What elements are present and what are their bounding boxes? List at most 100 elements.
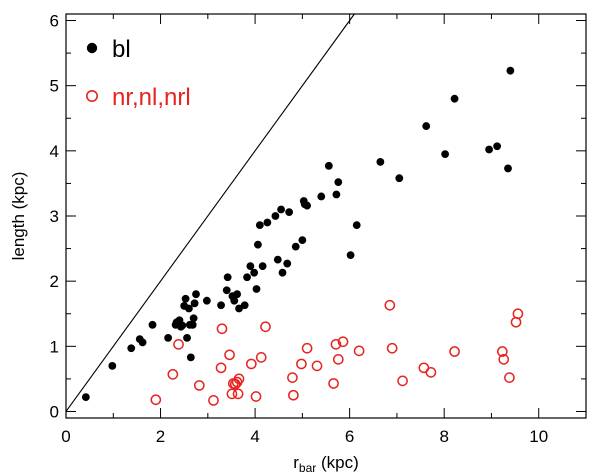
- legend-marker: [86, 90, 99, 103]
- y-axis-label: length (kpc): [9, 172, 28, 261]
- data-point: [425, 367, 437, 378]
- data-point: [192, 290, 200, 299]
- data-point: [216, 323, 228, 335]
- data-point: [243, 273, 251, 282]
- data-point: [334, 178, 343, 187]
- data-point: [173, 339, 184, 350]
- data-point: [301, 342, 313, 354]
- data-point: [150, 394, 162, 406]
- data-point: [330, 339, 342, 350]
- data-point: [324, 161, 333, 170]
- data-point: [271, 212, 280, 220]
- data-point: [181, 294, 190, 303]
- data-point: [450, 94, 459, 103]
- data-point: [178, 321, 187, 330]
- data-point: [283, 259, 292, 268]
- data-point: [193, 380, 205, 391]
- legend-marker: [86, 42, 98, 54]
- data-point: [167, 368, 179, 380]
- data-point: [277, 205, 285, 214]
- data-point: [303, 201, 311, 210]
- y-tick-label: 1: [50, 337, 59, 356]
- data-point: [337, 336, 349, 348]
- data-point: [352, 221, 361, 230]
- data-point: [254, 240, 262, 249]
- data-point: [164, 333, 173, 342]
- data-point: [190, 299, 199, 308]
- data-point: [332, 190, 341, 199]
- reference-line: [65, 13, 355, 412]
- data-point: [245, 358, 257, 370]
- data-point: [217, 301, 225, 310]
- data-point: [510, 316, 522, 328]
- data-point: [260, 321, 271, 333]
- data-point: [208, 395, 219, 406]
- data-point: [498, 354, 510, 365]
- data-point: [230, 296, 239, 305]
- data-point: [189, 314, 198, 323]
- data-point: [255, 352, 267, 363]
- data-point: [386, 342, 398, 354]
- data-point: [346, 251, 355, 259]
- y-tick-label: 0: [50, 402, 59, 421]
- data-point: [422, 122, 431, 130]
- data-point: [148, 320, 157, 329]
- data-point: [240, 301, 249, 310]
- data-point: [235, 304, 243, 313]
- x-tick-label: 6: [345, 427, 354, 446]
- y-tick-label: 6: [50, 12, 59, 31]
- y-tick-label: 4: [50, 142, 59, 161]
- data-point: [449, 346, 460, 357]
- data-point: [493, 142, 502, 151]
- data-point: [183, 333, 191, 342]
- data-point: [273, 255, 282, 264]
- identity-line: [65, 13, 355, 412]
- data-points: [81, 66, 524, 406]
- x-tick-label: 4: [250, 427, 259, 446]
- data-point: [223, 273, 232, 282]
- data-point: [287, 372, 298, 383]
- data-point: [250, 391, 262, 402]
- data-point: [285, 208, 294, 216]
- legend-label: nr,nl,nrl: [112, 84, 191, 111]
- series-bl: [81, 66, 515, 402]
- data-point: [108, 361, 117, 370]
- data-point: [222, 286, 231, 295]
- data-point: [233, 290, 242, 299]
- data-point: [441, 150, 450, 158]
- x-tick-label: 0: [61, 427, 70, 446]
- legend: bl nr,nl,nrl: [86, 36, 191, 111]
- x-tick-label: 8: [439, 427, 448, 446]
- data-point: [395, 174, 404, 183]
- data-point: [185, 304, 193, 313]
- data-point: [353, 345, 365, 357]
- data-point: [278, 268, 287, 277]
- data-point: [317, 192, 326, 201]
- data-point: [202, 296, 211, 305]
- data-point: [506, 66, 515, 75]
- axis-ticks: 0 2 4 6 8 10 0 1 2 3 4 5 6: [50, 12, 587, 446]
- data-point: [255, 221, 264, 230]
- data-point: [263, 218, 272, 227]
- data-point: [291, 242, 300, 251]
- data-point: [384, 299, 396, 311]
- data-point: [252, 285, 261, 293]
- data-point: [188, 320, 197, 329]
- x-tick-label: 2: [156, 427, 165, 446]
- data-point: [376, 158, 385, 166]
- data-point: [127, 344, 136, 353]
- data-point: [226, 388, 238, 400]
- data-point: [250, 268, 259, 277]
- series-nr-nl-nrl: [150, 299, 524, 406]
- data-point: [485, 145, 493, 154]
- x-axis-label: rbar (kpc): [293, 453, 359, 473]
- data-point: [332, 354, 344, 365]
- data-point: [512, 308, 524, 320]
- data-point: [397, 375, 408, 387]
- data-point: [233, 373, 245, 385]
- data-point: [496, 346, 508, 357]
- y-tick-label: 5: [50, 77, 59, 96]
- data-point: [138, 338, 147, 347]
- data-point: [81, 393, 90, 402]
